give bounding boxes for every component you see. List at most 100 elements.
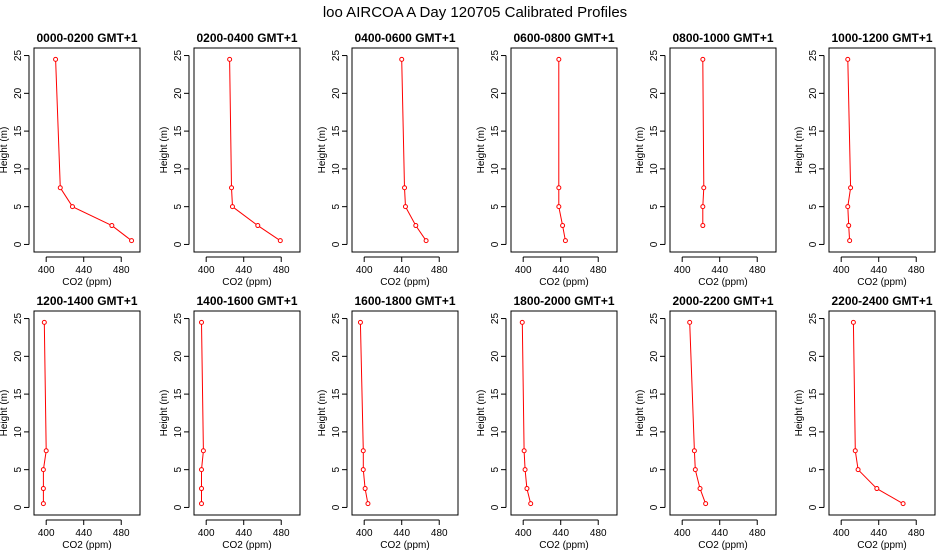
x-tick-label: 400 (356, 265, 373, 276)
x-tick-label: 440 (393, 265, 410, 276)
x-tick-label: 440 (552, 265, 569, 276)
series-line (401, 59, 427, 241)
panel-3: 0400-0600 GMT+1 400 440 480 0 5 10 15 20 25 CO2 (p… (317, 31, 459, 288)
panel-title: 0000-0200 GMT+1 (36, 31, 137, 45)
panel-5: 0800-1000 GMT+1 400 440 480 0 5 10 15 20 25 CO2 (p… (635, 31, 777, 288)
series-line (702, 59, 705, 226)
data-point (855, 467, 861, 473)
y-tick-label: 20 (331, 350, 342, 362)
y-tick-label: 0 (331, 504, 342, 510)
data-point (687, 319, 693, 325)
x-tick-label: 480 (749, 265, 766, 276)
y-tick-label: 25 (331, 50, 342, 62)
series-line (229, 59, 281, 242)
data-point (900, 501, 906, 507)
x-axis-label: CO2 (ppm) (857, 277, 906, 288)
x-tick-label: 480 (431, 265, 448, 276)
data-point (129, 238, 135, 244)
data-point (845, 204, 851, 210)
y-tick-label: 15 (13, 125, 24, 137)
data-point (362, 486, 368, 492)
y-tick-label: 20 (490, 350, 501, 362)
panel-12: 2200-2400 GMT+1 400 440 480 0 5 10 15 20 25 CO2 (p… (794, 294, 936, 550)
x-tick-label: 440 (235, 528, 252, 539)
x-tick-label: 400 (674, 265, 691, 276)
y-tick-label: 15 (13, 388, 24, 400)
panel-title: 0400-0600 GMT+1 (354, 31, 455, 45)
y-tick-label: 15 (490, 388, 501, 400)
data-point (524, 486, 530, 492)
y-axis-label: Height (m) (317, 127, 328, 174)
y-axis-label: Height (m) (794, 390, 805, 437)
series-line (42, 322, 47, 504)
y-axis-label: Height (m) (317, 390, 328, 437)
data-point (229, 204, 235, 210)
data-point (852, 448, 858, 454)
y-tick-label: 10 (490, 426, 501, 438)
data-point (560, 223, 566, 229)
y-axis-label: Height (m) (635, 127, 646, 174)
x-tick-label: 400 (833, 265, 850, 276)
y-axis-label: Height (m) (476, 390, 487, 437)
data-point (850, 319, 856, 325)
data-point (40, 467, 46, 473)
x-tick-label: 440 (552, 528, 569, 539)
x-axis-label: CO2 (ppm) (380, 540, 429, 550)
panel-10: 1800-2000 GMT+1 400 440 480 0 5 10 15 20 25 CO2 (p… (476, 294, 618, 550)
data-point (199, 467, 205, 473)
panel-title: 0800-1000 GMT+1 (672, 31, 773, 45)
data-point (562, 238, 568, 244)
data-point (528, 501, 534, 507)
x-tick-label: 400 (674, 528, 691, 539)
panel-title: 1000-1200 GMT+1 (831, 31, 932, 45)
panel-8: 1400-1600 GMT+1 400 440 480 0 5 10 15 20 25 CO2 (p… (159, 294, 301, 550)
y-tick-label: 5 (13, 466, 24, 472)
x-tick-label: 480 (431, 528, 448, 539)
y-tick-label: 25 (490, 50, 501, 62)
data-point (199, 319, 205, 325)
data-point (199, 486, 205, 492)
y-tick-label: 15 (490, 125, 501, 137)
data-point (522, 467, 528, 473)
x-axis-label: CO2 (ppm) (539, 277, 588, 288)
x-tick-label: 480 (590, 265, 607, 276)
panel-title: 0600-0800 GMT+1 (513, 31, 614, 45)
y-tick-label: 10 (490, 163, 501, 175)
data-point (700, 56, 706, 62)
panel-grid: 0000-0200 GMT+1 400 440 480 0 5 10 15 20 25 CO2 (p… (0, 31, 936, 550)
y-tick-label: 5 (808, 466, 819, 472)
data-point (423, 238, 429, 244)
data-point (874, 486, 880, 492)
panel-title: 1400-1600 GMT+1 (196, 294, 297, 308)
series-line (201, 322, 204, 504)
x-axis-label: CO2 (ppm) (380, 277, 429, 288)
data-point (556, 56, 562, 62)
y-tick-label: 0 (173, 241, 184, 247)
y-tick-label: 25 (173, 50, 184, 62)
x-tick-label: 440 (870, 528, 887, 539)
x-tick-label: 440 (75, 528, 92, 539)
y-tick-label: 25 (13, 313, 24, 325)
x-tick-label: 480 (273, 528, 290, 539)
data-point (701, 185, 707, 191)
y-tick-label: 25 (808, 50, 819, 62)
y-axis-label: Height (m) (0, 127, 10, 174)
y-axis-label: Height (m) (159, 127, 170, 174)
data-point (692, 467, 698, 473)
series-line (521, 322, 532, 504)
data-point (521, 448, 527, 454)
x-axis-label: CO2 (ppm) (62, 277, 111, 288)
y-tick-label: 10 (331, 163, 342, 175)
data-point (846, 223, 852, 229)
x-tick-label: 480 (113, 265, 130, 276)
x-axis-label: CO2 (ppm) (857, 540, 906, 550)
data-point (700, 223, 706, 229)
panel-2: 0200-0400 GMT+1 400 440 480 0 5 10 15 20 25 CO2 (p… (159, 31, 301, 288)
data-point (703, 501, 709, 507)
data-point (519, 319, 525, 325)
panel-title: 1600-1800 GMT+1 (354, 294, 455, 308)
y-tick-label: 15 (331, 125, 342, 137)
plot-frame (669, 47, 777, 253)
data-point (40, 501, 46, 507)
plot-frame (669, 310, 777, 516)
